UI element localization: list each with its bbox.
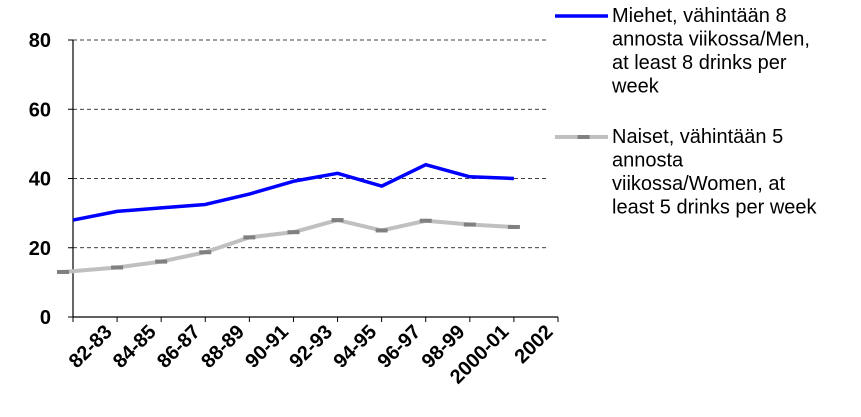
legend-marker (577, 135, 590, 139)
legend-label: viikossa/Women, at (612, 173, 785, 195)
data-point (57, 269, 69, 274)
x-tick-label: 94-95 (329, 321, 381, 373)
x-tick-label: 2002 (511, 321, 558, 368)
y-tick-label: 80 (29, 30, 51, 52)
data-point (155, 259, 168, 264)
x-tick-label: 96-97 (374, 321, 426, 373)
series-line (62, 218, 515, 274)
series-lines (57, 162, 520, 274)
series-line (72, 162, 514, 222)
legend-label: annosta viikossa/Men, (612, 29, 810, 51)
gridlines (73, 39, 548, 249)
legend-label: at least 8 drinks per (612, 52, 787, 74)
y-tick-label: 20 (29, 238, 51, 260)
data-point (331, 218, 344, 223)
y-tick-labels: 0 20 40 60 80 (29, 30, 51, 329)
data-point (375, 228, 388, 233)
y-tick-label: 40 (29, 169, 51, 191)
legend-label: week (611, 76, 660, 98)
data-point (507, 224, 520, 229)
x-tick-labels: 82-8384-8586-8788-8990-9192-9394-9596-97… (65, 321, 558, 388)
legend-label: annosta (612, 150, 684, 172)
y-tick-label: 0 (40, 307, 51, 329)
data-point (243, 235, 256, 240)
x-tick-label: 92-93 (285, 321, 337, 373)
y-tick-label: 60 (29, 99, 51, 121)
x-tick-label: 86-87 (153, 321, 205, 373)
legend-label: least 5 drinks per week (612, 197, 818, 219)
data-point (199, 250, 212, 255)
x-tick-label: 90-91 (241, 321, 293, 373)
legend-label: Naiset, vähintään 5 (612, 126, 783, 148)
data-point (419, 218, 432, 223)
data-point (463, 222, 476, 227)
data-point (287, 230, 300, 235)
x-tick-label: 88-89 (197, 321, 249, 373)
legend-label: Miehet, vähintään 8 (612, 5, 787, 27)
data-point (111, 265, 124, 270)
axis-ticks (68, 39, 559, 322)
legend-item: Naiset, vähintään 5annostaviikossa/Women… (555, 126, 818, 219)
x-tick-label: 84-85 (109, 321, 161, 373)
x-tick-label: 82-83 (65, 321, 117, 373)
